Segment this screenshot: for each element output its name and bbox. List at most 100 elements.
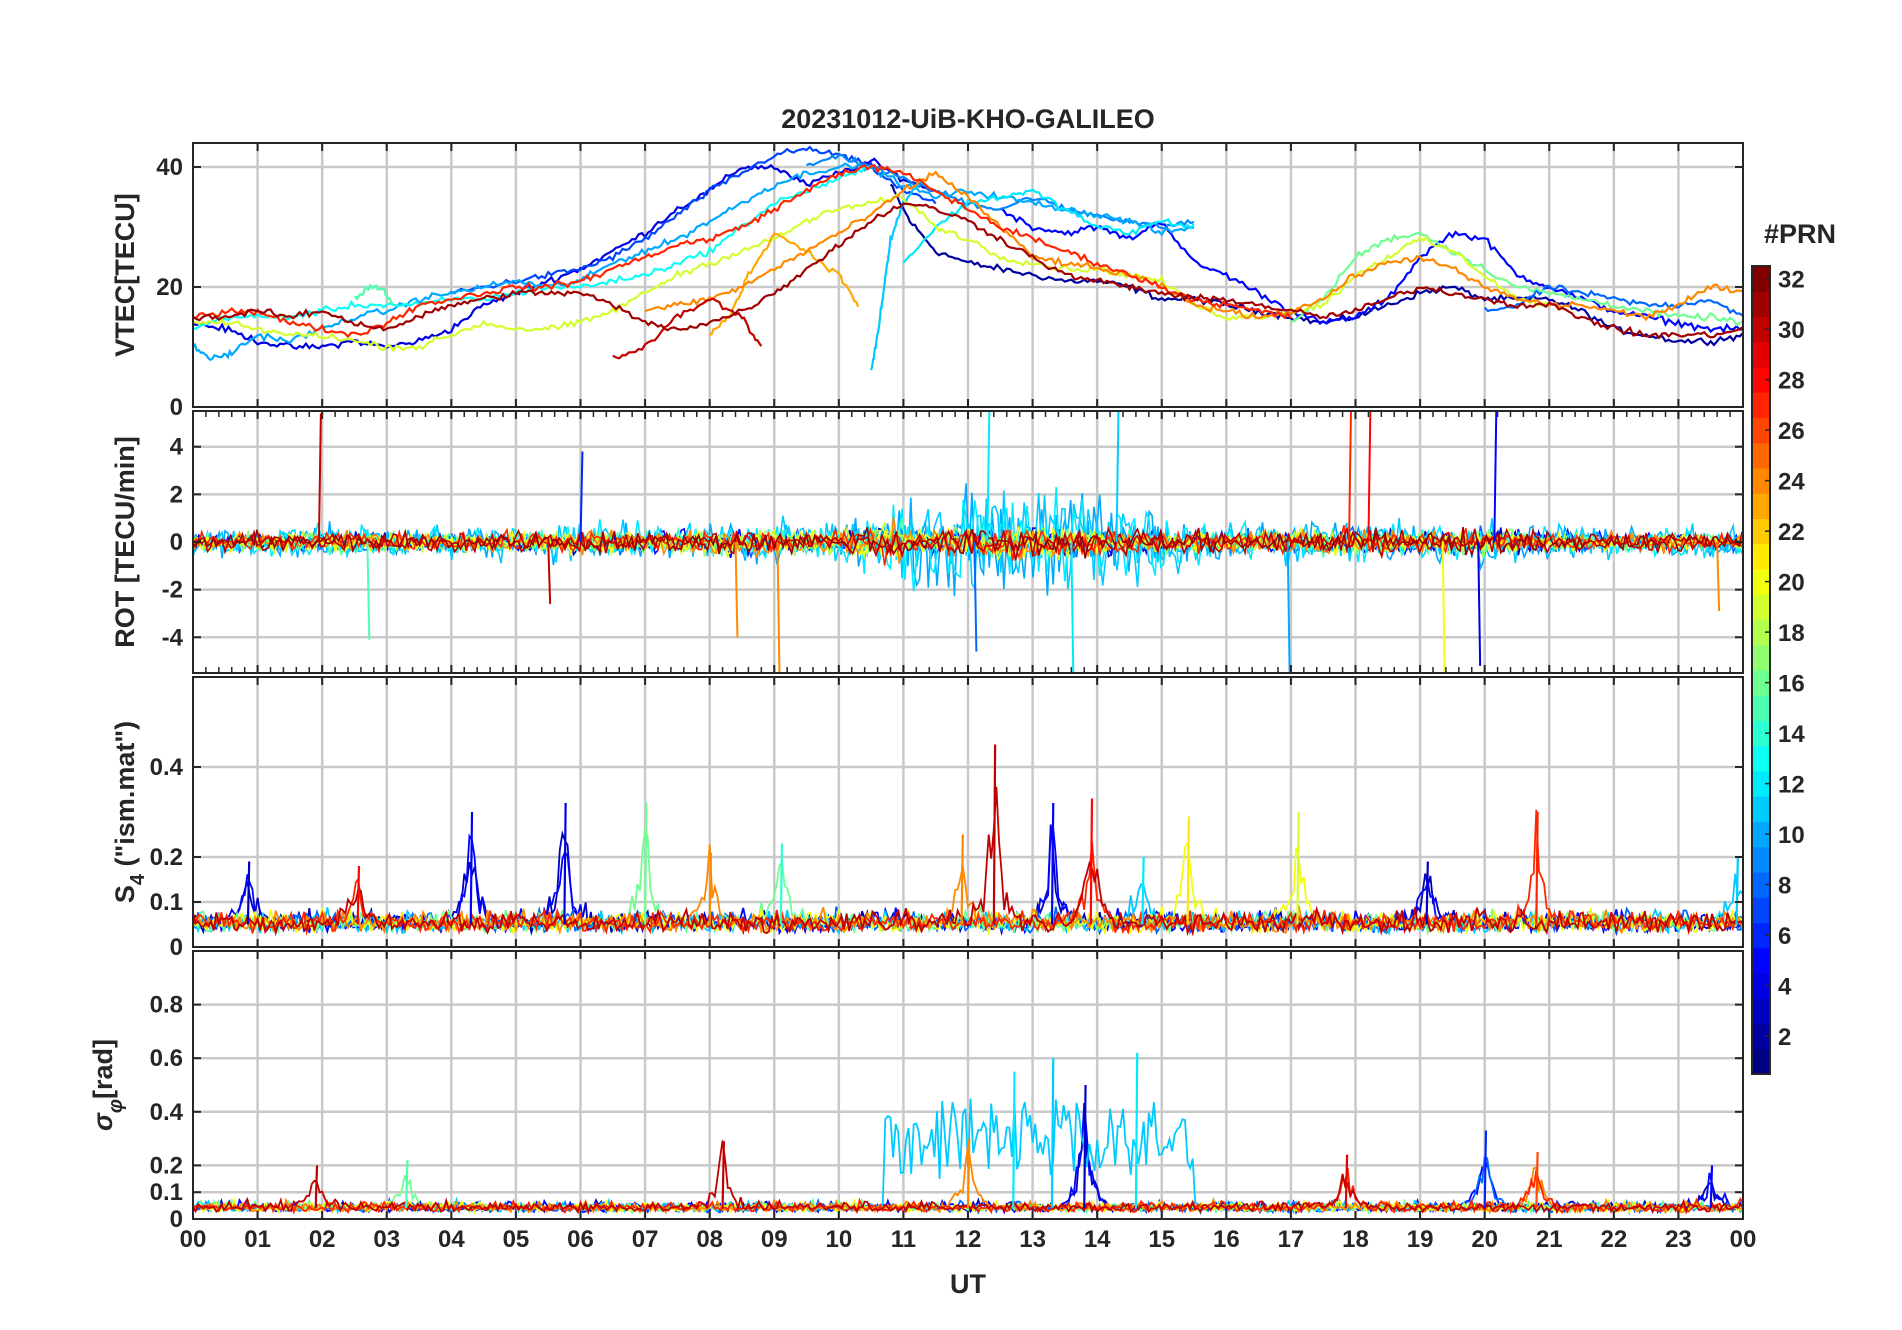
sigma_phi-peak: [1483, 1130, 1488, 1209]
rot-spike: [776, 541, 781, 673]
colorbar-swatch: [1752, 922, 1770, 949]
vtec-series-prn-7: [450, 145, 937, 295]
series-group: [193, 411, 1743, 673]
s4-peak: [356, 865, 361, 925]
y-tick-label: 40: [156, 154, 183, 181]
x-tick-label: 13: [1019, 1226, 1046, 1253]
x-tick-label: 05: [503, 1226, 530, 1253]
s4-series-prn-24: [193, 844, 1743, 936]
sigma_phi-peak: [1012, 1071, 1016, 1209]
s4-peak: [1425, 861, 1429, 925]
sigma_phi-peak: [721, 1141, 725, 1209]
colorbar-tick-label: 8: [1778, 873, 1791, 900]
vtec-series-prn-16: [1290, 231, 1743, 327]
colorbar-swatch: [1752, 947, 1770, 974]
colorbar-swatch: [1752, 872, 1770, 898]
x-tick-label: 00: [180, 1226, 207, 1253]
rot-spike: [1493, 411, 1498, 543]
x-tick-label: 18: [1342, 1226, 1369, 1253]
y-tick-label: 0.4: [150, 1099, 184, 1126]
colorbar-tick-label: 20: [1778, 570, 1805, 597]
s4-peak: [992, 744, 997, 925]
colorbar-swatch: [1752, 745, 1770, 772]
colorbar-swatch: [1752, 846, 1770, 873]
sigma_phi-peak: [314, 1165, 319, 1209]
vtec-series-prn-5: [999, 207, 1743, 334]
colorbar-frame: [1751, 265, 1771, 1075]
y-tick-label: 0.6: [150, 1045, 183, 1072]
colorbar-swatch: [1752, 594, 1770, 620]
sigma_phi-peak: [405, 1160, 409, 1209]
s4-peak: [1141, 856, 1145, 925]
y-tick-label: 0.1: [150, 1179, 183, 1206]
colorbar-tick-label: 14: [1778, 721, 1805, 748]
panel-rot: -4 -2 0 2 4 ROT [TECU/min]: [110, 410, 1744, 674]
rot-spike: [1115, 411, 1120, 543]
colorbar-swatch: [1752, 619, 1770, 646]
s4-series-prn-30: [193, 786, 1743, 937]
vtec-series-prn-27: [193, 163, 1292, 339]
sigma_phi-peak: [966, 1138, 971, 1209]
colorbar-swatch: [1752, 316, 1770, 343]
vtec-series-prn-30: [612, 297, 763, 360]
s4-peak: [708, 852, 713, 925]
colorbar-swatch: [1752, 367, 1770, 393]
colorbar-swatch: [1752, 569, 1770, 595]
y-tick-label: 0.2: [150, 1152, 183, 1179]
x-tick-label: 00: [1730, 1226, 1757, 1253]
s4-peak: [1735, 856, 1739, 925]
y-axis-label: S4 ("ism.mat"): [110, 721, 149, 903]
series-group: [193, 744, 1743, 937]
panel-vtec: 0 20 40 VTEC[TECU]: [110, 142, 1744, 421]
colorbar-swatch: [1752, 392, 1770, 418]
rot-spike: [734, 541, 739, 638]
vtec-series-prn-12: [902, 188, 1195, 264]
colorbar-swatch: [1752, 897, 1770, 923]
x-tick-label: 22: [1600, 1226, 1627, 1253]
y-tick-label: 2: [170, 481, 183, 508]
colorbar-swatch: [1752, 973, 1770, 999]
colorbar-swatch: [1752, 1048, 1770, 1075]
rot-spike: [579, 451, 584, 543]
colorbar-swatch: [1752, 468, 1770, 494]
colorbar-swatch: [1752, 644, 1770, 671]
x-tick-label: 19: [1407, 1226, 1434, 1253]
colorbar-swatch: [1752, 796, 1770, 822]
colorbar-swatch: [1752, 341, 1770, 368]
colorbar-swatch: [1752, 695, 1770, 721]
x-tick-label: 16: [1213, 1226, 1240, 1253]
s4-peak: [1089, 798, 1094, 925]
colorbar-tick-label: 32: [1778, 267, 1805, 294]
x-tick-label: 01: [244, 1226, 271, 1253]
s4-peak: [1535, 811, 1539, 925]
x-tick-label: 08: [696, 1226, 723, 1253]
vtec-series-prn-15: [353, 283, 394, 306]
y-tick-label: 0.4: [150, 754, 184, 781]
s4-peak: [779, 843, 784, 925]
colorbar-swatch: [1752, 442, 1770, 469]
x-tick-label: 12: [955, 1226, 982, 1253]
colorbar-swatch: [1752, 493, 1770, 519]
sigma_phi-peak: [1344, 1154, 1349, 1209]
colorbar-swatch: [1752, 291, 1770, 317]
sigma_phi-peak: [1083, 1084, 1087, 1209]
y-tick-label: 0: [170, 394, 183, 421]
x-tick-label: 23: [1665, 1226, 1692, 1253]
colorbar-tick-label: 24: [1778, 469, 1805, 496]
colorbar-tick-label: 18: [1778, 620, 1805, 647]
rot-spike: [1441, 541, 1446, 673]
x-tick-label: 04: [438, 1226, 465, 1253]
s4-peak: [1296, 811, 1300, 925]
y-axis-label: σφ[rad]: [88, 1039, 127, 1131]
rot-spike: [1070, 541, 1075, 673]
colorbar-swatch: [1752, 670, 1770, 696]
panel-s4: 0 0.1 0.2 0.4S4 ("ism.mat"): [110, 676, 1744, 961]
y-tick-label: 0: [170, 529, 183, 556]
colorbar-swatch: [1752, 266, 1770, 292]
sigma_phi-peak: [1050, 1058, 1055, 1209]
x-tick-label: 20: [1471, 1226, 1498, 1253]
sigma_phi-peak: [1709, 1165, 1714, 1209]
